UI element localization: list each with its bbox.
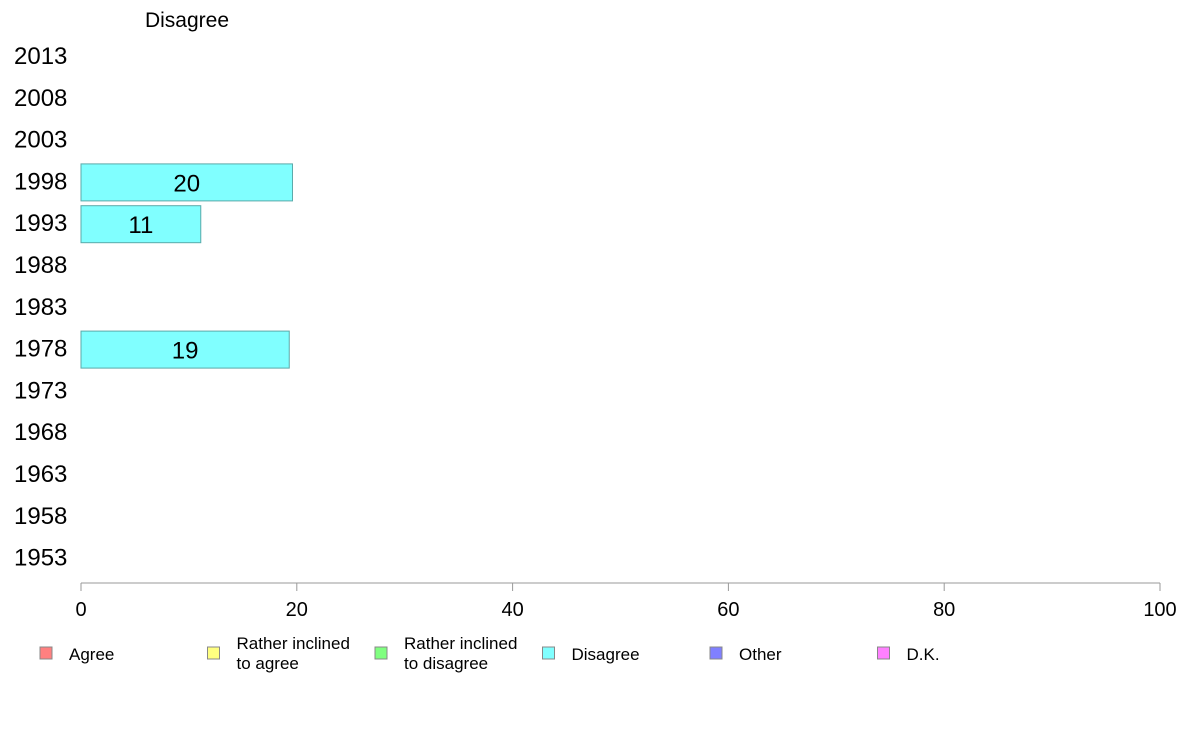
y-tick-label: 1953 — [14, 545, 67, 572]
x-tick-label: 100 — [1143, 599, 1176, 621]
x-tick-label: 80 — [933, 599, 955, 621]
bar — [80, 163, 293, 202]
y-tick-label: 1973 — [14, 377, 67, 404]
y-tick-label: 2003 — [14, 127, 67, 154]
legend-swatch — [207, 646, 220, 660]
y-tick-label: 1993 — [14, 210, 67, 237]
y-tick-label: 1963 — [14, 461, 67, 488]
legend-swatch — [877, 646, 890, 660]
legend-label: D.K. — [907, 645, 940, 664]
x-tick-label: 20 — [286, 599, 308, 621]
bar — [80, 330, 290, 369]
data-label: 11 — [128, 212, 153, 239]
x-tick-label: 60 — [717, 599, 739, 621]
legend-label: Rather inclined — [404, 634, 517, 653]
legend-label: to agree — [237, 654, 299, 673]
legend-label: Other — [739, 645, 782, 664]
data-label: 19 — [172, 338, 199, 365]
legend-swatch — [374, 646, 388, 660]
legend-swatch — [39, 646, 53, 660]
bars: 20 11 19 — [80, 163, 293, 369]
y-tick-label: 2008 — [14, 85, 67, 112]
chart-title: Disagree — [145, 9, 229, 32]
bar — [80, 205, 202, 244]
y-axis-labels: 2013 2008 2003 1998 1993 1988 1983 1978 1973 1968… — [14, 43, 67, 572]
x-axis: 0 20 40 60 80 100 — [75, 582, 1177, 621]
legend-swatch — [542, 646, 555, 660]
legend-swatch — [709, 646, 723, 660]
y-tick-label: 1983 — [14, 294, 67, 321]
y-tick-label: 1958 — [14, 503, 67, 530]
y-tick-label: 1988 — [14, 252, 67, 279]
x-tick-label: 0 — [75, 599, 86, 621]
y-tick-label: 2013 — [14, 43, 67, 70]
data-label: 20 — [173, 170, 200, 197]
y-tick-label: 1978 — [14, 336, 67, 363]
legend-label: Agree — [69, 645, 114, 664]
y-tick-label: 1968 — [14, 419, 67, 446]
legend-label: Rather inclined — [237, 634, 350, 653]
x-tick-label: 40 — [501, 599, 523, 621]
legend-label: to disagree — [404, 654, 488, 673]
y-tick-label: 1998 — [14, 168, 67, 195]
legend-label: Disagree — [572, 645, 640, 664]
